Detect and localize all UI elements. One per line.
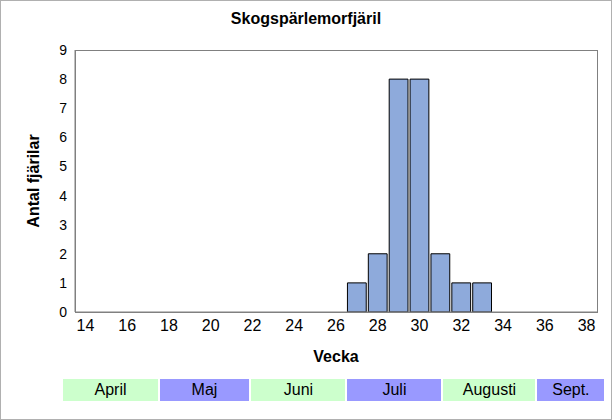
svg-text:9: 9: [59, 42, 67, 58]
html-text:April: April: [94, 381, 127, 398]
html-text:Augusti: Augusti: [462, 381, 517, 398]
svg-text:1: 1: [59, 275, 67, 291]
html-text:Sept.: Sept.: [552, 381, 590, 398]
html-text:Maj: Maj: [191, 381, 218, 398]
svg-text:8: 8: [59, 71, 67, 87]
svg-text:20: 20: [202, 317, 220, 334]
html-text:Juli: Juli: [382, 381, 407, 398]
svg-text:38: 38: [578, 317, 596, 334]
svg-text:2: 2: [59, 246, 67, 262]
svg-text:4: 4: [59, 188, 67, 204]
svg-text:18: 18: [160, 317, 178, 334]
svg-text:7: 7: [59, 100, 67, 116]
svg-text:28: 28: [369, 317, 387, 334]
svg-text:32: 32: [452, 317, 470, 334]
svg-text:24: 24: [285, 317, 303, 334]
html-text:Skogspärlemorfjäril: Skogspärlemorfjäril: [230, 10, 382, 27]
svg-text:26: 26: [327, 317, 345, 334]
svg-text:36: 36: [536, 317, 554, 334]
svg-text:0: 0: [59, 304, 67, 320]
svg-text:3: 3: [59, 217, 67, 233]
svg-text:5: 5: [59, 158, 67, 174]
svg-text:14: 14: [77, 317, 95, 334]
svg-text:34: 34: [494, 317, 512, 334]
svg-text:Vecka: Vecka: [313, 348, 358, 365]
svg-text:6: 6: [59, 129, 67, 145]
svg-text:22: 22: [244, 317, 262, 334]
svg-text:16: 16: [118, 317, 136, 334]
svg-text:30: 30: [411, 317, 429, 334]
svg-text:Antal fjärilar: Antal fjärilar: [25, 134, 42, 227]
html-text:Juni: Juni: [283, 381, 314, 398]
